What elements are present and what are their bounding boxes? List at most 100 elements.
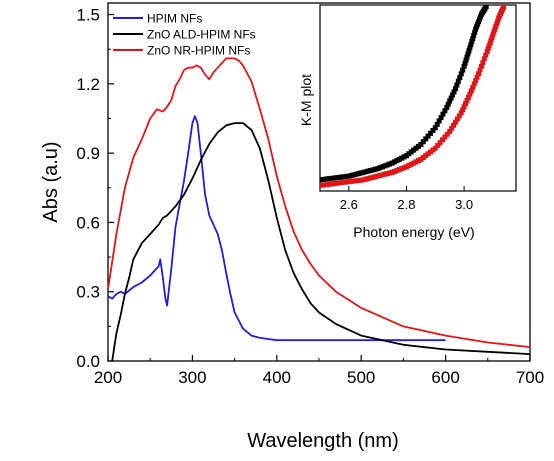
x-axis-label: Wavelength (nm): [247, 430, 399, 452]
inset-marker-1: [463, 57, 469, 63]
inset-marker-2: [454, 116, 460, 122]
y-tick-label: 0.0: [76, 352, 100, 371]
inset-marker-1: [440, 111, 446, 117]
inset-marker-1: [452, 86, 458, 92]
inset-marker-1: [450, 92, 456, 98]
inset-points: [320, 5, 507, 188]
inset-marker-1: [471, 32, 477, 38]
inset-marker-1: [442, 108, 448, 114]
inset-marker-1: [468, 42, 474, 48]
inset-marker-2: [492, 26, 498, 32]
y-tick-label: 1.2: [76, 75, 100, 94]
inset-marker-2: [463, 101, 469, 107]
inset-marker-2: [452, 119, 458, 125]
inset-marker-2: [432, 145, 438, 151]
inset-marker-2: [473, 78, 479, 84]
inset-marker-2: [494, 21, 500, 27]
legend-label-1: HPIM NFs: [147, 12, 202, 26]
inset-marker-1: [436, 118, 442, 124]
series-line-2: [111, 122, 531, 362]
series-line-1: [107, 115, 446, 342]
inset-marker-2: [488, 37, 494, 43]
inset-marker-2: [456, 113, 462, 119]
inset-marker-2: [501, 5, 507, 10]
inset-marker-1: [462, 60, 468, 66]
inset-marker-1: [438, 115, 444, 121]
inset-marker-2: [484, 49, 490, 54]
inset-marker-2: [468, 88, 474, 94]
inset-marker-1: [458, 71, 464, 77]
inset-x-tick-label: 3.0: [455, 197, 473, 212]
inset-marker-1: [425, 133, 431, 139]
inset-marker-1: [447, 98, 453, 104]
inset-marker-1: [420, 139, 426, 145]
inset-marker-2: [465, 94, 471, 100]
inset-marker-1: [455, 78, 461, 84]
inset-marker-2: [440, 137, 445, 143]
inset-marker-2: [495, 18, 501, 24]
inset-marker-2: [483, 52, 489, 58]
inset-marker-2: [485, 46, 491, 52]
inset-marker-2: [437, 140, 443, 146]
inset-marker-1: [469, 39, 475, 45]
inset-marker-1: [430, 128, 436, 134]
inset-marker-1: [448, 95, 454, 101]
x-tick-label: 300: [178, 368, 206, 387]
inset-marker-1: [460, 67, 466, 73]
inset-marker-1: [461, 63, 467, 69]
inset-marker-2: [480, 60, 486, 66]
inset-marker-2: [449, 125, 455, 131]
y-tick-label: 0.6: [76, 213, 100, 232]
inset-marker-2: [477, 67, 483, 73]
y-axis-label: Abs (a.u): [40, 141, 62, 222]
inset-marker-1: [434, 121, 440, 127]
inset-marker-2: [490, 32, 496, 38]
inset-marker-1: [470, 35, 476, 41]
legend-label-3: ZnO NR-HPIM NFs: [147, 44, 250, 58]
inset-marker-1: [483, 5, 489, 10]
inset-marker-2: [489, 35, 495, 41]
inset-marker-2: [470, 84, 476, 90]
inset-marker-1: [444, 104, 450, 110]
inset-marker-2: [491, 29, 497, 35]
inset-marker-2: [458, 110, 464, 116]
inset-marker-1: [432, 125, 438, 131]
inset-marker-2: [442, 134, 448, 140]
y-tick-label: 0.9: [76, 144, 100, 163]
main-plot: 200 300 400 500 600 700 0.0 0.3 0.6 0.9 1.2 1.5 Wave…: [40, 2, 544, 452]
inset-marker-2: [464, 97, 470, 103]
inset-marker-2: [486, 43, 492, 49]
inset-marker-2: [474, 74, 480, 80]
inset-marker-2: [435, 142, 441, 148]
inset-marker-1: [423, 136, 429, 142]
x-tick-label: 400: [263, 368, 291, 387]
inset-marker-2: [476, 71, 482, 77]
inset-marker-1: [454, 82, 460, 88]
x-tick-label: 700: [516, 368, 544, 387]
inset-marker-2: [460, 107, 466, 113]
inset-marker-1: [465, 51, 471, 57]
inset-marker-2: [447, 128, 453, 134]
x-tick-label: 500: [347, 368, 375, 387]
inset-x-axis-label: Photon energy (eV): [353, 224, 474, 240]
x-tick-label: 600: [431, 368, 459, 387]
y-tick-label: 1.5: [76, 6, 100, 25]
inset-title: K-M plot: [298, 74, 314, 126]
legend-label-2: ZnO ALD-HPIM NFs: [147, 28, 256, 42]
inset-plot: 2.6 2.8 3.0 Photon energy (eV) K-M plot: [298, 4, 517, 240]
inset-x-tick-label: 2.8: [397, 197, 415, 212]
x-tick-label: 200: [94, 368, 122, 387]
inset-marker-1: [466, 48, 472, 54]
y-tick-label: 0.3: [76, 283, 100, 302]
inset-marker-1: [451, 89, 457, 95]
inset-marker-2: [471, 81, 477, 87]
inset-marker-2: [493, 23, 499, 29]
inset-marker-1: [445, 101, 451, 107]
inset-marker-2: [487, 40, 493, 46]
series-line-3: [107, 57, 531, 348]
inset-marker-2: [478, 63, 484, 69]
inset-marker-1: [418, 142, 424, 147]
inset-marker-2: [444, 131, 450, 137]
inset-marker-1: [427, 130, 433, 136]
